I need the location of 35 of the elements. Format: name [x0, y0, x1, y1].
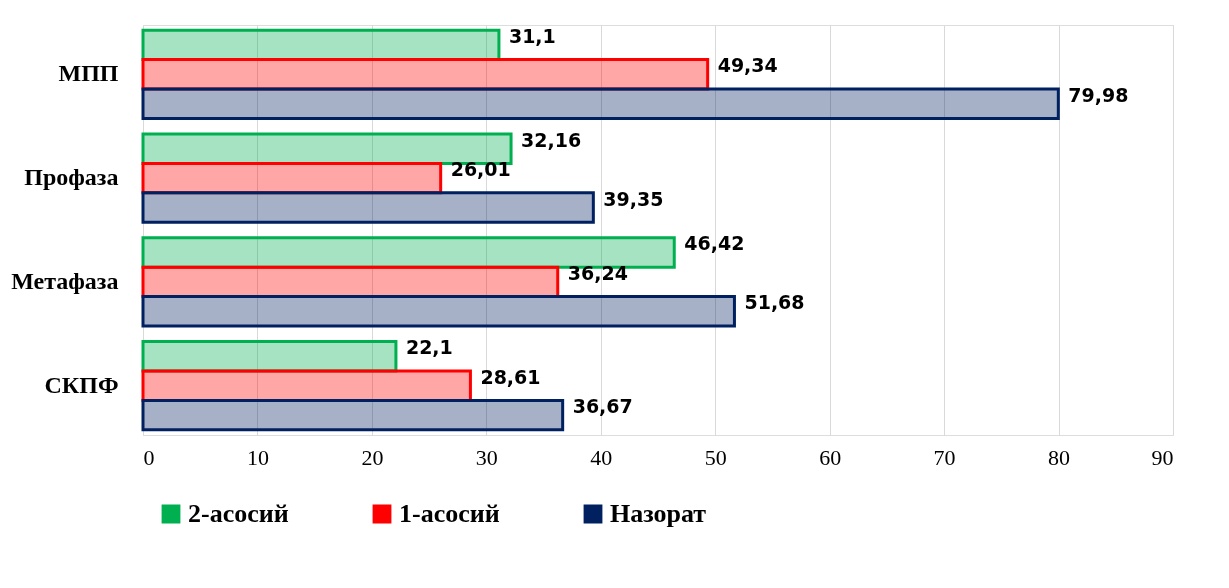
data-label: 36,24: [567, 261, 628, 284]
bar: [141, 295, 736, 328]
bar: [141, 191, 595, 224]
y-tick-label: Метафаза: [11, 267, 119, 294]
data-label: 46,42: [684, 232, 745, 255]
x-tick-label: 40: [590, 444, 613, 470]
y-tick-label: МПП: [58, 60, 119, 87]
data-label: 28,61: [480, 365, 541, 388]
bar: [141, 398, 565, 432]
data-label: 51,68: [744, 291, 805, 314]
legend-label: 2-асосий: [188, 499, 289, 528]
x-tick-label: 60: [819, 444, 842, 470]
x-tick-label: 30: [475, 444, 498, 470]
bar: [141, 87, 1060, 120]
x-tick-label: 50: [704, 444, 727, 470]
x-tick-label: 70: [933, 444, 956, 470]
x-tick-label: 10: [246, 444, 269, 470]
data-label: 36,67: [572, 395, 633, 418]
legend-label: Назорат: [610, 499, 707, 528]
data-label: 49,34: [717, 54, 778, 77]
data-label: 39,35: [603, 187, 664, 210]
legend-label: 1-асосий: [399, 499, 500, 528]
y-tick-label: Профаза: [24, 164, 119, 191]
x-tick-label: 80: [1048, 444, 1071, 470]
data-label: 22,1: [405, 336, 453, 359]
data-label: 26,01: [450, 158, 511, 181]
bar: [141, 58, 710, 91]
data-label: 32,16: [521, 128, 582, 151]
data-label: 31,1: [508, 24, 556, 47]
y-tick-label: СКПФ: [44, 371, 119, 398]
x-tick-label: 20: [361, 444, 384, 470]
x-tick-label: 90: [1151, 444, 1174, 470]
bar: [141, 369, 472, 402]
data-label: 79,98: [1068, 83, 1129, 106]
x-tick-label: 0: [143, 444, 155, 470]
